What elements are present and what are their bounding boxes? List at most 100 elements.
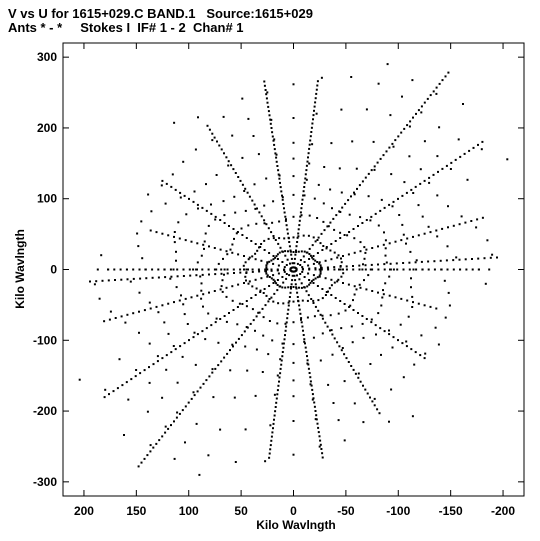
uv-point xyxy=(394,296,397,299)
uv-point xyxy=(161,357,164,360)
uv-point xyxy=(155,442,158,445)
uv-point xyxy=(208,245,210,248)
uv-point xyxy=(247,268,249,271)
uv-point xyxy=(370,169,373,172)
uv-point xyxy=(245,268,248,271)
uv-point xyxy=(279,181,281,184)
uv-point xyxy=(143,369,146,372)
uv-point xyxy=(315,414,318,417)
uv-point xyxy=(201,206,204,209)
uv-point xyxy=(182,275,185,277)
uv-point xyxy=(157,276,160,279)
uv-point xyxy=(208,273,210,276)
uv-point xyxy=(285,218,287,221)
uv-point xyxy=(278,376,281,379)
uv-point xyxy=(308,372,311,374)
uv-point xyxy=(221,279,224,282)
uv-point xyxy=(295,286,298,289)
uv-point xyxy=(315,88,318,91)
uv-point xyxy=(266,261,269,264)
uv-point xyxy=(447,205,449,208)
uv-point xyxy=(311,122,314,125)
uv-point xyxy=(339,300,342,302)
uv-point xyxy=(410,286,412,289)
uv-point xyxy=(413,363,416,366)
uv-point xyxy=(385,150,388,153)
uv-point xyxy=(242,264,245,267)
uv-point xyxy=(275,282,278,285)
uv-point xyxy=(152,363,155,366)
uv-point xyxy=(389,114,392,117)
uv-point xyxy=(389,262,392,265)
uv-point xyxy=(353,237,356,240)
uv-point xyxy=(278,220,281,223)
uv-point xyxy=(350,76,353,78)
uv-point xyxy=(89,280,91,283)
uv-point xyxy=(429,94,432,97)
uv-point xyxy=(155,231,158,234)
uv-point xyxy=(376,161,379,164)
uv-point xyxy=(417,204,420,207)
uv-point xyxy=(488,268,491,271)
uv-point xyxy=(149,229,152,232)
uv-point xyxy=(285,273,288,275)
uv-point xyxy=(266,274,269,277)
uv-point xyxy=(269,118,272,121)
uv-point xyxy=(347,283,350,286)
uv-point xyxy=(353,193,356,196)
uv-point xyxy=(255,222,258,225)
uv-point xyxy=(300,282,303,285)
uv-point xyxy=(170,185,173,188)
uv-point xyxy=(399,323,402,326)
uv-point xyxy=(161,232,164,235)
uv-point xyxy=(155,305,158,308)
uv-point xyxy=(333,251,336,254)
uv-point xyxy=(222,257,224,260)
uv-point xyxy=(114,317,117,319)
uv-point xyxy=(291,262,294,265)
uv-point xyxy=(101,279,104,282)
uv-point xyxy=(183,313,186,316)
uv-point xyxy=(290,257,293,260)
uv-point xyxy=(432,90,435,93)
uv-point xyxy=(420,105,423,108)
uv-point xyxy=(292,420,295,422)
uv-point xyxy=(310,384,313,387)
uv-point xyxy=(304,342,306,345)
uv-point xyxy=(391,205,394,208)
uv-point xyxy=(342,282,344,284)
uv-point xyxy=(138,291,141,294)
uv-point xyxy=(120,278,123,281)
uv-point xyxy=(311,393,314,396)
uv-point xyxy=(276,253,279,256)
uv-point xyxy=(165,368,168,371)
uv-point xyxy=(312,118,314,121)
y-tick-label: -200 xyxy=(33,404,57,418)
uv-point xyxy=(409,120,412,123)
uv-point xyxy=(377,291,379,294)
uv-point xyxy=(321,317,324,320)
uv-point xyxy=(405,340,408,343)
uv-point xyxy=(137,245,140,248)
uv-point xyxy=(304,173,307,176)
uv-point xyxy=(163,268,166,271)
uv-point xyxy=(458,258,461,261)
uv-point xyxy=(129,280,132,283)
uv-point xyxy=(446,245,449,248)
uv-point xyxy=(116,387,119,390)
uv-point xyxy=(285,264,288,266)
uv-point xyxy=(119,268,122,271)
uv-point xyxy=(221,290,224,293)
uv-point xyxy=(222,200,225,203)
uv-point xyxy=(292,343,295,346)
uv-point xyxy=(340,261,343,264)
uv-point xyxy=(254,394,257,397)
uv-point xyxy=(254,329,256,332)
uv-point xyxy=(313,197,316,200)
uv-point xyxy=(170,275,173,278)
uv-point xyxy=(265,270,267,273)
uv-point xyxy=(287,301,290,304)
uv-point xyxy=(269,122,272,125)
uv-point xyxy=(268,260,271,263)
uv-point xyxy=(246,326,249,329)
